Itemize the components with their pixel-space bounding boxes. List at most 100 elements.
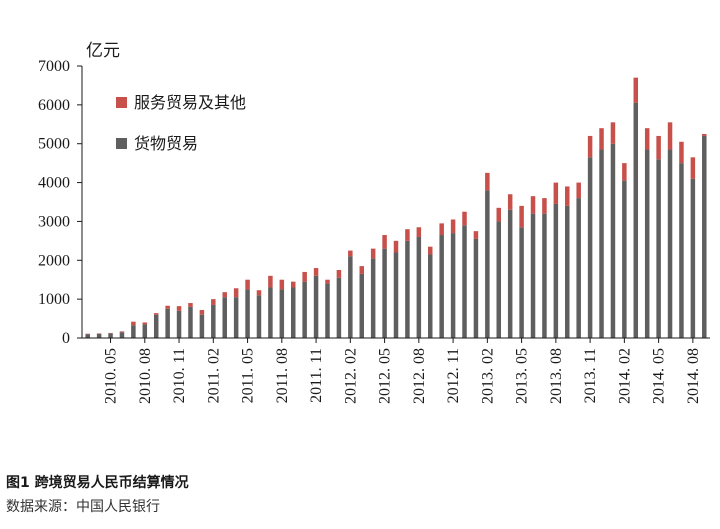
legend: 服务贸易及其他 货物贸易 [116, 93, 246, 153]
bar-services [199, 310, 205, 315]
x-tick-label: 2012. 11 [445, 348, 462, 403]
bar-goods [211, 304, 216, 338]
bar-goods [188, 306, 193, 338]
bar-services [679, 141, 684, 164]
bar-goods [553, 203, 559, 338]
bar-goods [656, 159, 661, 338]
bar-services [450, 219, 456, 234]
bar-goods [690, 178, 696, 338]
bar-goods [496, 221, 502, 338]
bar-goods [336, 277, 342, 338]
data-source: 数据来源：中国人民银行 [6, 499, 160, 515]
x-tick-label: 2011. 11 [308, 348, 325, 403]
bar-services [565, 186, 570, 206]
x-tick-label: 2013. 05 [514, 348, 531, 404]
bar-goods [222, 297, 227, 338]
x-tick-label: 2012. 05 [377, 348, 394, 404]
bar-services [542, 198, 547, 214]
bar-services [428, 246, 433, 255]
bar-services [256, 290, 262, 296]
bar-services [553, 182, 559, 204]
bar-series [85, 77, 707, 338]
bar-goods [485, 190, 490, 338]
bar-goods [450, 233, 456, 338]
bar-services [290, 281, 296, 288]
x-tick-label: 2013. 11 [582, 348, 599, 403]
x-tick-label: 2010. 08 [137, 348, 154, 404]
bar-goods [370, 258, 376, 338]
figure-caption: 图1 跨境贸易人民币结算情况 [6, 475, 189, 491]
bar-goods [256, 295, 262, 338]
bar-services [622, 163, 627, 181]
bar-services [359, 266, 364, 274]
bar-goods [622, 180, 627, 338]
bar-goods [702, 135, 707, 338]
bar-services [496, 207, 502, 222]
bar-services [233, 288, 239, 298]
x-tick-label: 2014. 02 [616, 348, 633, 404]
bar-goods [348, 256, 353, 338]
bar-goods [473, 238, 479, 338]
x-tick-label: 2010. 11 [171, 348, 188, 403]
bar-services [382, 235, 387, 249]
bar-services [439, 223, 444, 236]
bar-goods [599, 149, 604, 338]
bar-goods [679, 163, 684, 338]
x-tick-label: 2011. 08 [274, 348, 291, 403]
legend-swatch-goods [116, 138, 127, 149]
bar-services [313, 268, 319, 276]
y-tick-label: 4000 [38, 175, 70, 192]
bar-services [131, 321, 136, 326]
bar-services [336, 270, 342, 278]
bar-goods [119, 332, 125, 338]
bar-goods [565, 205, 570, 338]
bar-goods [462, 225, 467, 338]
bar-services [633, 77, 639, 103]
bar-goods [644, 149, 650, 338]
bar-services [610, 122, 616, 144]
bar-services [644, 128, 650, 150]
bar-services [519, 205, 524, 228]
bar-services [153, 313, 159, 315]
bar-services [176, 306, 182, 311]
bar-services [462, 211, 467, 226]
bar-chart: 亿元 0 1000 2000 3000 4000 5000 6000 7000 2010. 0… [38, 41, 710, 404]
bar-services [211, 299, 216, 305]
bar-goods [382, 248, 387, 338]
bar-services [222, 292, 227, 298]
y-tick-label: 3000 [38, 213, 70, 230]
y-unit-label: 亿元 [86, 41, 120, 61]
bar-goods [142, 324, 148, 338]
bar-goods [108, 333, 113, 338]
y-tick-label: 2000 [38, 252, 70, 269]
y-tick-label: 6000 [38, 97, 70, 114]
bar-services [188, 303, 193, 307]
bar-goods [245, 289, 250, 338]
bar-services [279, 279, 285, 290]
x-tick-label: 2011. 05 [240, 348, 257, 403]
bar-goods [131, 325, 136, 338]
x-tick-label: 2013. 02 [479, 348, 496, 404]
x-axis: 2010. 05 2010. 08 2010. 11 2011. 02 2011. 05… [82, 337, 710, 404]
bar-services [667, 122, 673, 150]
bar-services [393, 240, 399, 253]
bar-services [165, 305, 170, 309]
bar-services [348, 250, 353, 257]
bar-services [507, 194, 513, 210]
bar-services [268, 275, 273, 288]
bar-goods [439, 235, 444, 338]
bar-goods [165, 308, 170, 338]
bar-services [587, 135, 593, 158]
bar-goods [359, 273, 364, 338]
bar-goods [233, 297, 239, 338]
x-tick-label: 2013. 08 [548, 348, 565, 404]
bar-services [656, 135, 661, 160]
y-tick-label: 1000 [38, 291, 70, 308]
bar-goods [153, 314, 159, 338]
bar-services [370, 248, 376, 259]
bar-goods [667, 149, 673, 338]
legend-swatch-services [116, 97, 127, 108]
x-tick-label: 2012. 08 [411, 348, 428, 404]
bar-goods [405, 240, 410, 338]
bar-goods [633, 102, 639, 338]
